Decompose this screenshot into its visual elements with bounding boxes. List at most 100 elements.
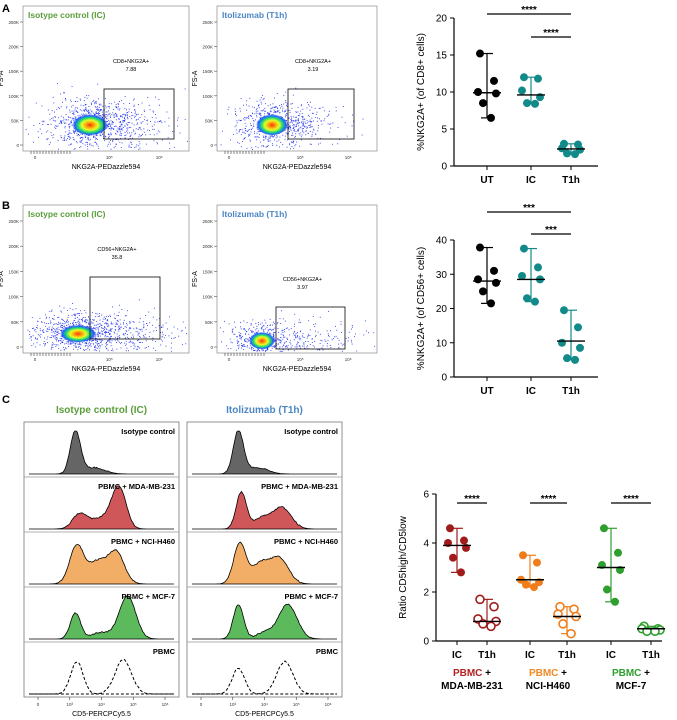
event-dot: [116, 319, 118, 321]
event-dot: [292, 127, 294, 129]
event-dot: [256, 100, 258, 102]
event-dot: [152, 316, 154, 318]
event-dot: [293, 334, 295, 336]
event-dot: [94, 136, 96, 138]
event-dot: [105, 118, 107, 120]
event-dot: [132, 114, 134, 116]
event-dot: [274, 345, 276, 347]
event-dot: [46, 338, 48, 340]
event-dot: [285, 100, 286, 102]
event-dot: [27, 329, 29, 331]
event-dot: [290, 119, 292, 121]
event-dot: [102, 114, 104, 116]
event-dot: [251, 128, 253, 130]
event-dot: [139, 143, 141, 145]
event-dot: [258, 133, 260, 135]
event-dot: [86, 343, 88, 345]
event-dot: [247, 129, 249, 131]
event-dot: [283, 103, 285, 105]
event-dot: [268, 136, 270, 138]
event-dot: [56, 344, 58, 346]
event-dot: [286, 337, 288, 339]
event-dot: [309, 127, 311, 128]
event-dot: [267, 112, 269, 114]
event-dot: [109, 314, 111, 316]
event-dot: [115, 119, 117, 121]
event-dot: [240, 134, 242, 136]
event-dot: [324, 118, 326, 120]
event-dot: [60, 329, 62, 331]
event-dot: [133, 130, 135, 132]
event-dot: [284, 110, 286, 112]
event-dot: [108, 339, 110, 341]
event-dot: [233, 333, 235, 335]
y-tick-label: 100K: [202, 295, 213, 300]
event-dot: [224, 320, 226, 322]
event-dot: [120, 121, 122, 123]
event-dot: [131, 132, 133, 134]
event-dot: [236, 336, 238, 338]
event-dot: [276, 144, 278, 146]
event-dot: [45, 317, 47, 319]
event-dot: [266, 348, 268, 349]
event-dot: [126, 347, 128, 349]
event-dot: [127, 132, 129, 134]
event-dot: [248, 340, 249, 342]
event-dot: [118, 326, 120, 328]
event-dot: [43, 337, 45, 339]
event-dot: [60, 120, 62, 122]
event-density-core: [256, 113, 288, 135]
event-dot: [111, 340, 113, 342]
event-dot: [277, 111, 278, 113]
event-dot: [283, 95, 285, 97]
event-dot: [113, 129, 115, 130]
x-tick-label: 10⁵: [293, 702, 300, 707]
event-dot: [290, 343, 292, 345]
event-dot: [299, 145, 301, 147]
event-dot: [255, 111, 257, 113]
event-dot: [238, 130, 240, 132]
event-dot: [294, 130, 296, 132]
event-dot: [111, 103, 113, 105]
data-point: [490, 76, 498, 85]
event-dot: [113, 331, 115, 333]
event-dot: [72, 323, 74, 324]
event-dot: [273, 97, 275, 99]
event-dot: [138, 299, 140, 301]
event-dot: [286, 105, 288, 107]
event-dot: [36, 342, 38, 344]
event-dot: [294, 145, 296, 147]
event-dot: [308, 320, 310, 322]
event-dot: [309, 124, 311, 126]
event-dot: [124, 137, 126, 139]
x-tick-label: 10³: [66, 702, 73, 707]
event-dot: [96, 323, 98, 325]
event-dot: [293, 126, 295, 128]
event-dot: [108, 138, 110, 139]
x-tick-label: 10³: [229, 702, 236, 707]
data-point: [476, 243, 484, 252]
event-dot: [145, 329, 147, 331]
event-dot: [81, 141, 83, 143]
event-dot: [75, 110, 77, 112]
flow-plot-frame: [22, 5, 190, 152]
event-dot: [87, 148, 89, 150]
event-dot: [293, 331, 295, 333]
event-dot: [117, 106, 119, 108]
event-dot: [79, 313, 80, 314]
event-dot: [55, 337, 57, 339]
significance-label: ****: [464, 494, 480, 505]
event-dot: [89, 344, 91, 346]
event-dot: [125, 115, 127, 117]
event-dot: [138, 134, 140, 136]
event-dot: [119, 326, 121, 328]
event-dot: [261, 327, 263, 329]
event-dot: [298, 345, 300, 347]
event-dot: [65, 347, 67, 349]
event-dot: [148, 105, 150, 107]
event-dot: [142, 133, 143, 135]
event-dot: [320, 120, 322, 122]
event-dot: [104, 322, 106, 324]
event-dot: [109, 115, 111, 117]
event-dot: [120, 147, 122, 148]
